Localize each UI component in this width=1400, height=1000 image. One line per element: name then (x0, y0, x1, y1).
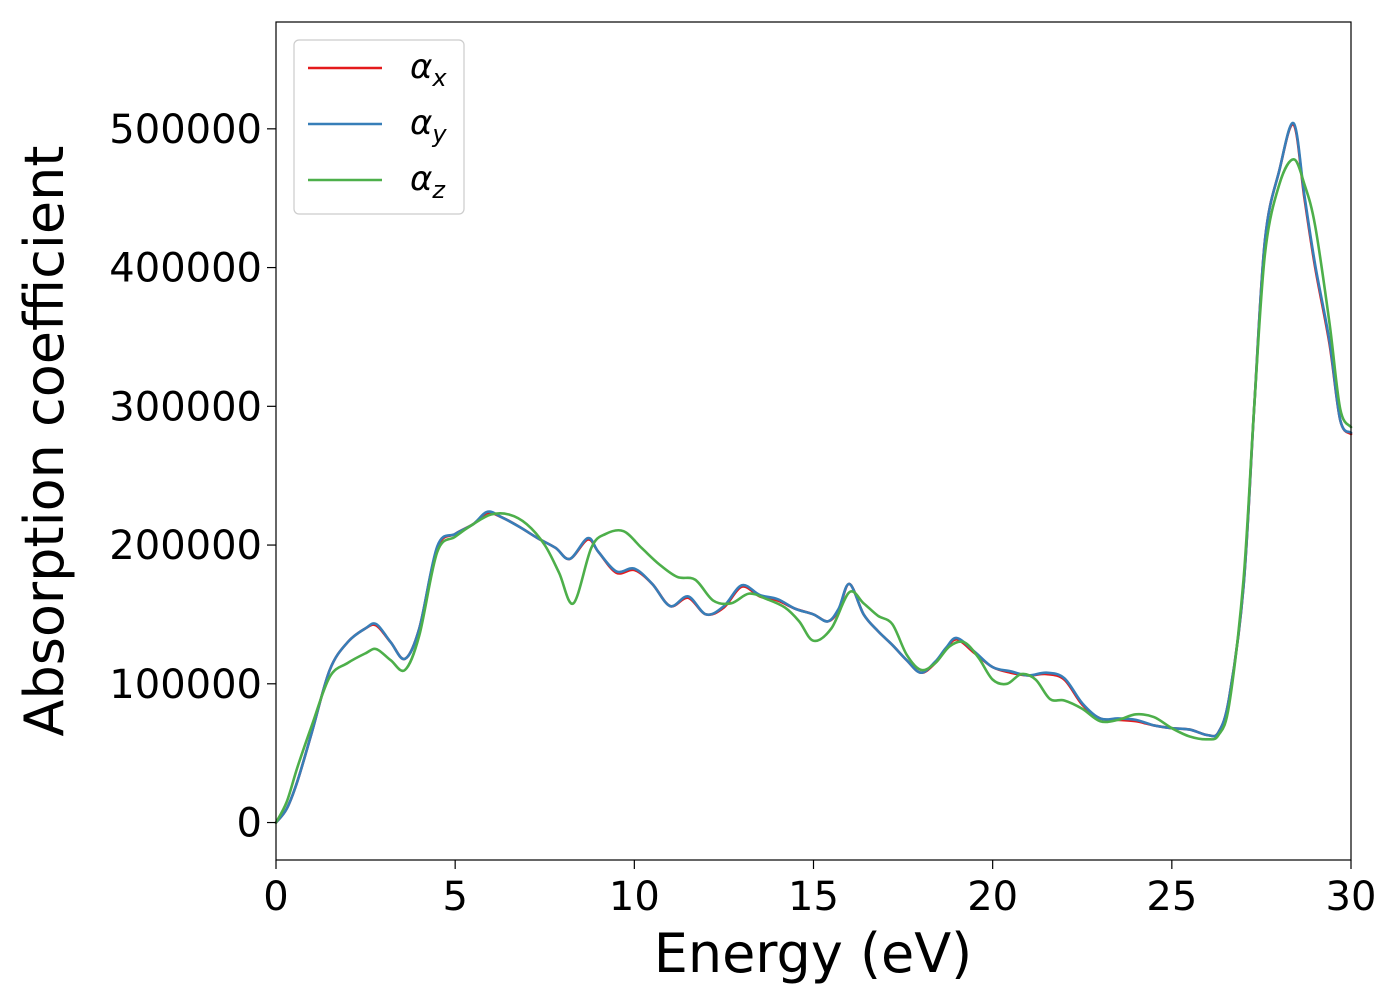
series-line-α-z (274, 158, 1353, 824)
y-tick-label: 0 (237, 801, 262, 847)
series-line-α-x (274, 123, 1353, 824)
y-axis-title: Absorption coefficient (13, 146, 76, 737)
x-tick-label: 0 (263, 874, 288, 920)
y-tick-label: 500000 (109, 107, 262, 153)
legend-label-y: αy (410, 103, 447, 148)
x-tick-label: 30 (1326, 874, 1377, 920)
legend-label-x: αx (410, 47, 447, 92)
legend: αx αy αz (293, 39, 465, 215)
y-tick-label: 200000 (109, 523, 262, 569)
y-tick-label: 100000 (109, 662, 262, 708)
series-layer (274, 121, 1353, 824)
x-tick-label: 15 (788, 874, 839, 920)
series-line-α-y (274, 121, 1353, 824)
x-axis-title: Energy (eV) (654, 922, 973, 985)
x-tick-label: 5 (442, 874, 467, 920)
y-tick-label: 300000 (109, 384, 262, 430)
legend-label-z: αz (410, 159, 446, 204)
x-tick-label: 20 (967, 874, 1018, 920)
y-axis-ticks: 0 100000 200000 300000 400000 500000 (109, 107, 276, 847)
legend-box (293, 39, 465, 215)
y-tick-label: 400000 (109, 246, 262, 292)
x-axis-ticks: 0 5 10 15 20 25 30 (263, 860, 1376, 920)
x-tick-label: 25 (1146, 874, 1197, 920)
x-tick-label: 10 (609, 874, 660, 920)
